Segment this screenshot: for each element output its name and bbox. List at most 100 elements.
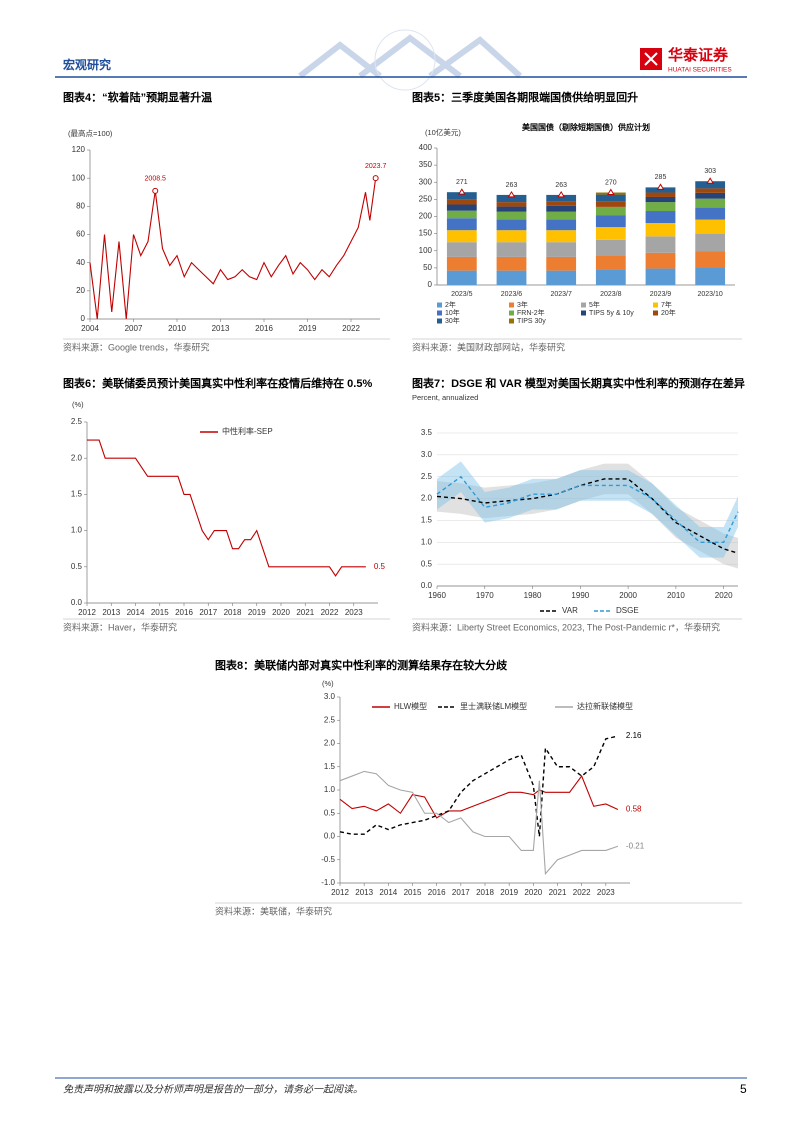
legend-label: VAR <box>562 606 578 615</box>
y-tick-label: 2.0 <box>71 453 83 462</box>
x-tick-label: 2019 <box>248 608 266 617</box>
figure-source: 资料来源：Liberty Street Economics, 2023, The… <box>412 621 720 632</box>
y-tick-label: 1.5 <box>421 516 433 525</box>
figure-source: 资料来源：Haver，华泰研究 <box>63 621 177 632</box>
y-tick-label: 60 <box>76 230 85 239</box>
bar-segment <box>645 252 676 269</box>
legend-label: TIPS 30y <box>517 318 546 325</box>
x-tick-label: 2013 <box>355 888 373 897</box>
legend-label: FRN-2年 <box>517 308 545 317</box>
bar-segment <box>546 194 577 202</box>
bar-segment <box>446 242 477 257</box>
legend-label: 中性利率-SEP <box>222 426 273 436</box>
legend-swatch <box>437 310 442 316</box>
y-tick-label: 1.0 <box>71 526 83 535</box>
bar-segment <box>645 268 676 285</box>
legend-label: 达拉新联储模型 <box>577 701 633 711</box>
total-label: 263 <box>506 182 518 189</box>
logo-mark <box>644 52 658 66</box>
total-label: 285 <box>655 174 667 181</box>
bar-segment <box>546 201 577 206</box>
bar-segment <box>496 219 527 231</box>
y-tick-label: -0.5 <box>321 855 335 864</box>
line-series <box>87 439 366 577</box>
x-tick-label: 2016 <box>255 324 273 333</box>
header-decoration <box>298 34 523 79</box>
legend-label: 20年 <box>661 308 676 317</box>
x-tick-label: 2020 <box>524 888 542 897</box>
x-tick-label: 1990 <box>571 591 589 600</box>
legend-label: TIPS 5y & 10y <box>589 310 634 317</box>
bar-segment <box>645 187 676 193</box>
x-tick-label: 2018 <box>224 608 242 617</box>
total-marker <box>457 188 466 195</box>
y-axis-title: (%) <box>72 400 84 409</box>
section-name: 宏观研究 <box>63 57 111 72</box>
page-number: 5 <box>740 1082 747 1096</box>
bar-segment <box>595 239 626 256</box>
bar-segment <box>446 210 477 219</box>
bar-segment <box>446 204 477 211</box>
bar-segment <box>446 192 477 200</box>
x-tick-label: 2023/9 <box>650 291 672 298</box>
legend-label: 里士满联储LM模型 <box>460 701 527 711</box>
y-tick-label: 1.5 <box>324 762 336 771</box>
y-tick-label: -1.0 <box>321 878 335 887</box>
x-tick-label: 2022 <box>342 324 360 333</box>
bar-segment <box>546 205 577 212</box>
bar-segment <box>695 181 726 189</box>
x-tick-label: 2017 <box>452 888 470 897</box>
bar-segment <box>496 230 527 243</box>
figure-title: 图表7：DSGE 和 VAR 模型对美国长期真实中性利率的预测存在差异 <box>412 376 745 390</box>
line-series <box>339 770 619 876</box>
x-tick-label: 2013 <box>212 324 230 333</box>
x-tick-label: 2000 <box>619 591 637 600</box>
y-tick-label: 40 <box>76 258 85 267</box>
bar-segment <box>595 206 626 216</box>
bar-segment <box>546 242 577 257</box>
x-tick-label: 2018 <box>476 888 494 897</box>
y-axis-title: (%) <box>322 679 334 688</box>
legend-swatch <box>437 318 442 324</box>
x-tick-label: 2023/5 <box>451 291 473 298</box>
legend-swatch <box>653 302 658 308</box>
y-tick-label: 80 <box>76 201 85 210</box>
total-marker <box>606 188 615 196</box>
x-tick-label: 2017 <box>199 608 217 617</box>
confidence-band <box>437 463 738 569</box>
x-tick-label: 2015 <box>404 888 422 897</box>
y-tick-label: 350 <box>419 160 433 169</box>
x-tick-label: 2023/8 <box>600 291 622 298</box>
x-tick-label: 2007 <box>125 324 143 333</box>
legend-label: 7年 <box>661 300 672 309</box>
y-tick-label: 0.0 <box>71 598 83 607</box>
line-series <box>339 774 619 819</box>
bar-segment <box>645 236 676 253</box>
figure-title: 图表5：三季度美国各期限端国债供给明显回升 <box>412 90 638 104</box>
y-tick-label: 0.5 <box>421 559 433 568</box>
y-tick-label: 0.5 <box>71 562 83 571</box>
y-tick-label: 2.0 <box>324 739 336 748</box>
y-tick-label: 400 <box>419 143 433 152</box>
figure-title: 图表4：“软着陆”预期显著升温 <box>63 90 212 104</box>
total-marker <box>706 177 715 184</box>
x-tick-label: 2022 <box>321 608 339 617</box>
logo-text: 华泰证券 <box>668 46 729 64</box>
legend-label: DSGE <box>616 606 639 615</box>
line-series <box>339 735 619 837</box>
y-tick-label: 2.5 <box>324 715 336 724</box>
bar-segment <box>546 256 577 271</box>
y-tick-label: 150 <box>419 229 433 238</box>
legend-swatch <box>509 318 514 324</box>
total-marker <box>557 190 566 198</box>
annotation-label: 0.58 <box>626 805 642 814</box>
y-tick-label: 0.5 <box>324 808 336 817</box>
x-tick-label: 1970 <box>476 591 494 600</box>
bar-segment <box>496 206 527 212</box>
bar-segment <box>695 188 726 193</box>
total-label: 271 <box>456 179 468 186</box>
bar-segment <box>695 219 726 234</box>
total-marker <box>507 190 516 198</box>
y-tick-label: 3.5 <box>421 428 433 437</box>
